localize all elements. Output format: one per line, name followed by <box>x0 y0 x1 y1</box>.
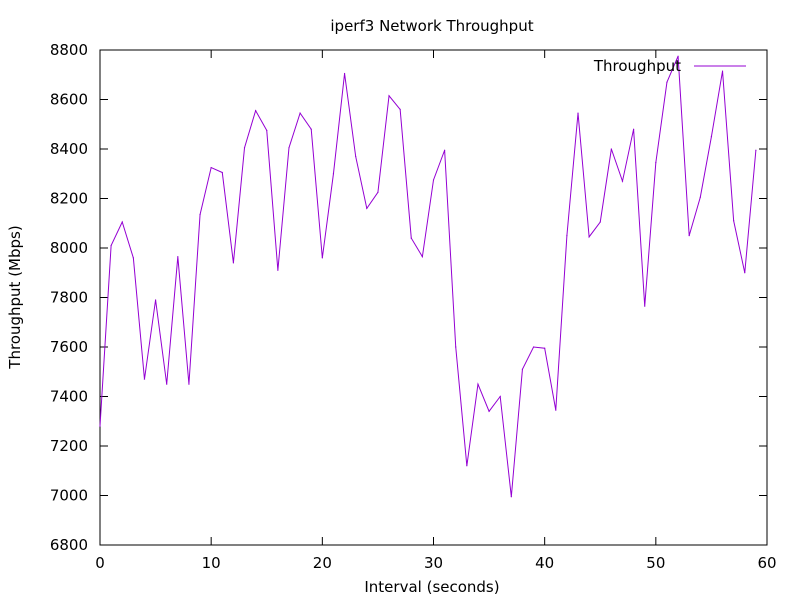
data-point <box>721 70 724 72</box>
data-point <box>510 496 512 498</box>
y-tick-label: 8800 <box>50 41 88 59</box>
y-tick-label: 8200 <box>50 190 88 208</box>
data-point <box>644 305 646 307</box>
data-point <box>266 129 268 132</box>
data-point <box>199 213 201 216</box>
y-tick-label: 8400 <box>50 140 88 158</box>
data-point <box>232 262 234 264</box>
data-point <box>432 179 435 181</box>
data-point <box>243 147 246 149</box>
data-point <box>332 173 335 175</box>
y-tick-label: 8600 <box>50 91 88 109</box>
data-point <box>299 112 301 114</box>
data-point <box>755 149 757 151</box>
data-point <box>444 149 446 151</box>
data-point <box>544 347 546 349</box>
data-point <box>377 191 379 193</box>
data-point <box>499 395 501 398</box>
y-axis-label: Throughput (Mbps) <box>6 225 24 369</box>
y-tick-label: 7200 <box>50 437 88 455</box>
data-point <box>177 256 179 258</box>
data-point <box>455 346 457 348</box>
data-point <box>655 162 657 164</box>
x-tick-label: 60 <box>757 554 776 572</box>
data-point <box>599 221 601 223</box>
data-point <box>733 220 735 222</box>
data-point <box>310 128 312 130</box>
data-point <box>566 235 568 237</box>
x-tick-label: 0 <box>95 554 105 572</box>
x-tick-label: 30 <box>424 554 443 572</box>
data-point <box>99 425 101 427</box>
data-point <box>532 346 535 348</box>
data-point <box>488 410 490 412</box>
series-line-throughput <box>99 55 757 497</box>
y-tick-label: 7800 <box>50 289 88 307</box>
data-point <box>255 110 257 112</box>
data-point <box>288 147 290 149</box>
data-point <box>221 171 223 174</box>
data-point <box>744 272 746 274</box>
data-point <box>410 237 412 239</box>
x-tick-label: 20 <box>313 554 332 572</box>
data-point <box>521 368 524 370</box>
data-point <box>110 244 112 247</box>
data-point <box>421 256 423 258</box>
x-tick-label: 10 <box>202 554 221 572</box>
data-point <box>621 180 624 182</box>
data-point <box>210 166 212 169</box>
data-point <box>555 409 557 411</box>
x-tick-label: 40 <box>535 554 554 572</box>
data-point <box>699 196 701 198</box>
data-point <box>666 81 668 83</box>
x-axis-label: Interval (seconds) <box>364 578 499 596</box>
data-point <box>132 257 134 259</box>
data-point <box>277 269 279 271</box>
data-point <box>688 235 690 237</box>
chart-title: iperf3 Network Throughput <box>330 17 533 35</box>
data-point <box>166 383 168 385</box>
y-tick-label: 7600 <box>50 338 88 356</box>
data-point <box>388 95 390 97</box>
data-point <box>466 465 468 467</box>
y-tick-label: 7000 <box>50 487 88 505</box>
x-tick-label: 50 <box>646 554 665 572</box>
data-point <box>399 108 401 110</box>
data-point <box>577 112 579 114</box>
data-point <box>355 155 357 158</box>
legend-label: Throughput <box>593 57 681 75</box>
y-tick-label: 6800 <box>50 536 88 554</box>
data-point <box>343 72 346 75</box>
data-point <box>677 55 679 57</box>
data-point <box>588 236 590 238</box>
y-tick-label: 7400 <box>50 388 88 406</box>
data-point <box>710 136 713 138</box>
y-tick-label: 8000 <box>50 239 88 257</box>
data-point <box>321 257 323 259</box>
data-point <box>477 383 479 385</box>
plot-area-frame <box>99 49 768 546</box>
data-point <box>188 383 190 385</box>
data-point <box>610 148 612 150</box>
data-point <box>366 207 368 209</box>
data-point <box>143 378 146 380</box>
data-point <box>633 128 635 130</box>
data-point <box>154 299 157 301</box>
data-point <box>121 221 123 223</box>
